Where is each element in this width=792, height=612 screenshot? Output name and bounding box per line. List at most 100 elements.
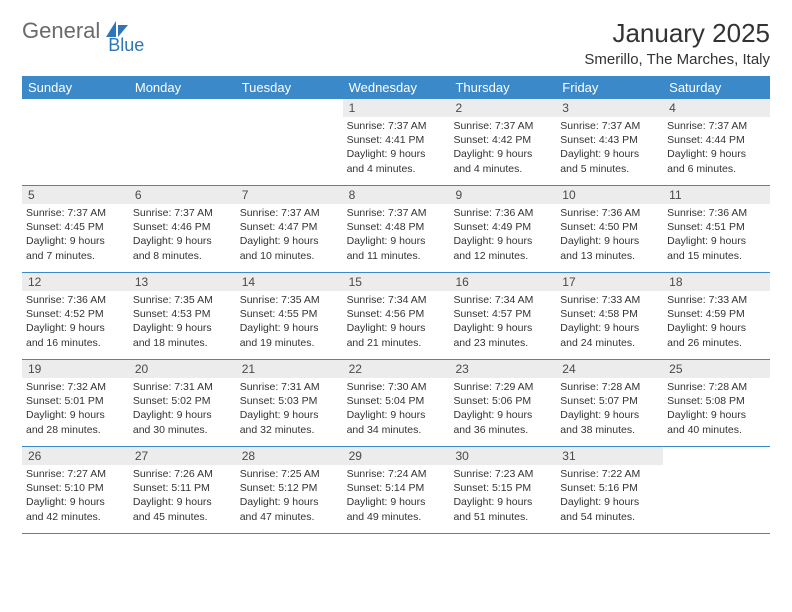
daylight-line: Daylight: 9 hours and 54 minutes.: [560, 495, 659, 523]
sunrise-line: Sunrise: 7:29 AM: [453, 380, 552, 394]
day-cell: 31 Sunrise: 7:22 AMSunset: 5:16 PMDayligh…: [556, 447, 663, 533]
sunrise-line: Sunrise: 7:37 AM: [560, 119, 659, 133]
day-number: 16: [449, 273, 556, 291]
daylight-line: Daylight: 9 hours and 21 minutes.: [347, 321, 446, 349]
daylight-line: Daylight: 9 hours and 5 minutes.: [560, 147, 659, 175]
day-cell: 23Sunrise: 7:29 AMSunset: 5:06 PMDayligh…: [449, 360, 556, 446]
day-details: Sunrise: 7:31 AMSunset: 5:02 PMDaylight:…: [129, 380, 236, 437]
daylight-line: Daylight: 9 hours and 4 minutes.: [347, 147, 446, 175]
sunset-line: Sunset: 4:52 PM: [26, 307, 125, 321]
day-cell: 20Sunrise: 7:31 AMSunset: 5:02 PMDayligh…: [129, 360, 236, 446]
day-cell: 14Sunrise: 7:35 AMSunset: 4:55 PMDayligh…: [236, 273, 343, 359]
day-cell: 3Sunrise: 7:37 AMSunset: 4:43 PMDaylight…: [556, 99, 663, 185]
sunrise-line: Sunrise: 7:31 AM: [240, 380, 339, 394]
month-title: January 2025: [584, 18, 770, 49]
day-cell: 7Sunrise: 7:37 AMSunset: 4:47 PMDaylight…: [236, 186, 343, 272]
sunset-line: Sunset: 5:15 PM: [453, 481, 552, 495]
sunrise-line: Sunrise: 7:30 AM: [347, 380, 446, 394]
day-number: 26: [22, 447, 129, 465]
week-row: 1Sunrise: 7:37 AMSunset: 4:41 PMDaylight…: [22, 99, 770, 186]
day-number: 11: [663, 186, 770, 204]
day-details: Sunrise: 7:22 AMSunset: 5:16 PMDaylight:…: [556, 467, 663, 524]
day-number: 31: [556, 447, 663, 465]
day-number: 14: [236, 273, 343, 291]
sunrise-line: Sunrise: 7:22 AM: [560, 467, 659, 481]
sunrise-line: Sunrise: 7:36 AM: [667, 206, 766, 220]
title-block: January 2025 Smerillo, The Marches, Ital…: [584, 18, 770, 68]
brand-logo: General Blue: [22, 18, 168, 44]
daylight-line: Daylight: 9 hours and 16 minutes.: [26, 321, 125, 349]
daylight-line: Daylight: 9 hours and 51 minutes.: [453, 495, 552, 523]
day-number: 15: [343, 273, 450, 291]
sunrise-line: Sunrise: 7:37 AM: [26, 206, 125, 220]
sunset-line: Sunset: 5:04 PM: [347, 394, 446, 408]
sunrise-line: Sunrise: 7:34 AM: [453, 293, 552, 307]
day-header: Friday: [556, 76, 663, 99]
daylight-line: Daylight: 9 hours and 13 minutes.: [560, 234, 659, 262]
daylight-line: Daylight: 9 hours and 26 minutes.: [667, 321, 766, 349]
day-details: Sunrise: 7:26 AMSunset: 5:11 PMDaylight:…: [129, 467, 236, 524]
day-number: 8: [343, 186, 450, 204]
day-details: Sunrise: 7:37 AMSunset: 4:44 PMDaylight:…: [663, 119, 770, 176]
day-number: 19: [22, 360, 129, 378]
day-details: Sunrise: 7:37 AMSunset: 4:43 PMDaylight:…: [556, 119, 663, 176]
day-number: 13: [129, 273, 236, 291]
day-details: Sunrise: 7:36 AMSunset: 4:51 PMDaylight:…: [663, 206, 770, 263]
day-cell: 6Sunrise: 7:37 AMSunset: 4:46 PMDaylight…: [129, 186, 236, 272]
sunrise-line: Sunrise: 7:23 AM: [453, 467, 552, 481]
daylight-line: Daylight: 9 hours and 34 minutes.: [347, 408, 446, 436]
day-number: 25: [663, 360, 770, 378]
day-details: Sunrise: 7:34 AMSunset: 4:56 PMDaylight:…: [343, 293, 450, 350]
day-details: Sunrise: 7:30 AMSunset: 5:04 PMDaylight:…: [343, 380, 450, 437]
day-cell: [236, 99, 343, 185]
sunset-line: Sunset: 4:56 PM: [347, 307, 446, 321]
day-number: 4: [663, 99, 770, 117]
day-cell: [22, 99, 129, 185]
sunset-line: Sunset: 4:48 PM: [347, 220, 446, 234]
day-number: 17: [556, 273, 663, 291]
sunset-line: Sunset: 5:01 PM: [26, 394, 125, 408]
sunset-line: Sunset: 4:46 PM: [133, 220, 232, 234]
sunrise-line: Sunrise: 7:25 AM: [240, 467, 339, 481]
sunset-line: Sunset: 4:47 PM: [240, 220, 339, 234]
day-cell: 5 Sunrise: 7:37 AMSunset: 4:45 PMDaylight…: [22, 186, 129, 272]
sunset-line: Sunset: 5:11 PM: [133, 481, 232, 495]
sunrise-line: Sunrise: 7:37 AM: [133, 206, 232, 220]
sunset-line: Sunset: 5:03 PM: [240, 394, 339, 408]
sunrise-line: Sunrise: 7:33 AM: [560, 293, 659, 307]
sunset-line: Sunset: 4:41 PM: [347, 133, 446, 147]
day-cell: 18Sunrise: 7:33 AMSunset: 4:59 PMDayligh…: [663, 273, 770, 359]
day-number: 10: [556, 186, 663, 204]
daylight-line: Daylight: 9 hours and 28 minutes.: [26, 408, 125, 436]
day-number: 5: [22, 186, 129, 204]
day-cell: 16Sunrise: 7:34 AMSunset: 4:57 PMDayligh…: [449, 273, 556, 359]
sunset-line: Sunset: 5:10 PM: [26, 481, 125, 495]
day-cell: 1Sunrise: 7:37 AMSunset: 4:41 PMDaylight…: [343, 99, 450, 185]
sunrise-line: Sunrise: 7:37 AM: [347, 206, 446, 220]
day-cell: 10Sunrise: 7:36 AMSunset: 4:50 PMDayligh…: [556, 186, 663, 272]
sunrise-line: Sunrise: 7:24 AM: [347, 467, 446, 481]
day-number: 12: [22, 273, 129, 291]
day-details: Sunrise: 7:29 AMSunset: 5:06 PMDaylight:…: [449, 380, 556, 437]
daylight-line: Daylight: 9 hours and 19 minutes.: [240, 321, 339, 349]
day-details: Sunrise: 7:37 AMSunset: 4:47 PMDaylight:…: [236, 206, 343, 263]
sunset-line: Sunset: 4:43 PM: [560, 133, 659, 147]
sunrise-line: Sunrise: 7:28 AM: [560, 380, 659, 394]
day-cell: 21 Sunrise: 7:31 AMSunset: 5:03 PMDayligh…: [236, 360, 343, 446]
day-details: Sunrise: 7:31 AMSunset: 5:03 PMDaylight:…: [236, 380, 343, 437]
sunrise-line: Sunrise: 7:37 AM: [453, 119, 552, 133]
daylight-line: Daylight: 9 hours and 11 minutes.: [347, 234, 446, 262]
location-text: Smerillo, The Marches, Italy: [584, 51, 770, 68]
day-details: Sunrise: 7:37 AMSunset: 4:45 PMDaylight:…: [22, 206, 129, 263]
day-number: 21: [236, 360, 343, 378]
sunset-line: Sunset: 4:44 PM: [667, 133, 766, 147]
day-cell: 27Sunrise: 7:26 AMSunset: 5:11 PMDayligh…: [129, 447, 236, 533]
daylight-line: Daylight: 9 hours and 15 minutes.: [667, 234, 766, 262]
day-number: 18: [663, 273, 770, 291]
day-header: Saturday: [663, 76, 770, 99]
sunset-line: Sunset: 5:07 PM: [560, 394, 659, 408]
sunrise-line: Sunrise: 7:27 AM: [26, 467, 125, 481]
daylight-line: Daylight: 9 hours and 30 minutes.: [133, 408, 232, 436]
sunrise-line: Sunrise: 7:35 AM: [240, 293, 339, 307]
day-cell: [663, 447, 770, 533]
